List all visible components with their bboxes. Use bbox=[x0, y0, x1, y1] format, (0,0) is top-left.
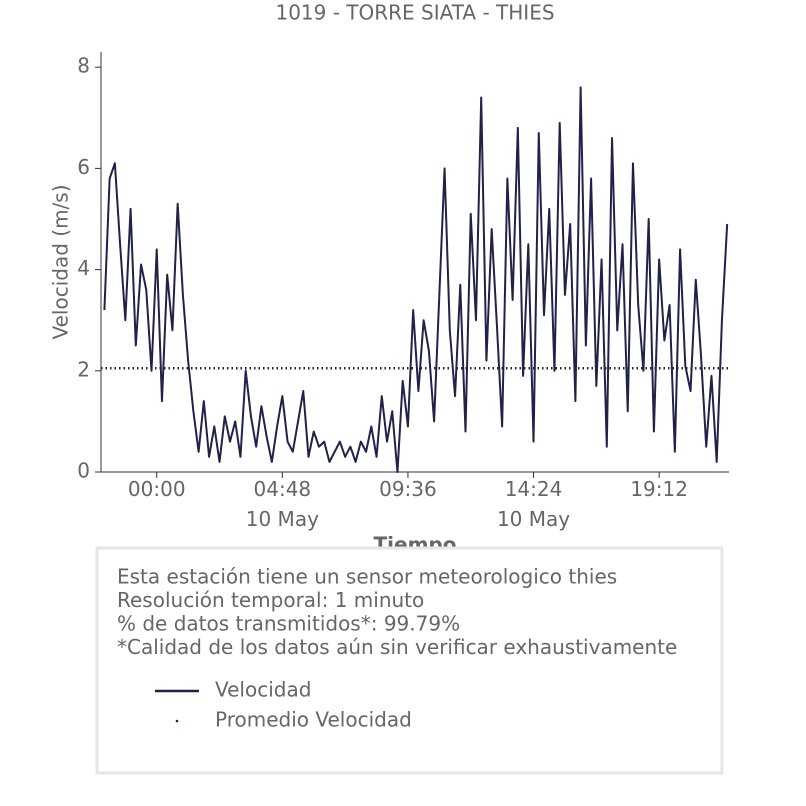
x-tick-label: 14:24 10 May bbox=[497, 477, 570, 531]
info-text: Resolución temporal: 1 minuto bbox=[117, 588, 424, 612]
x-tick-label: 19:12 bbox=[630, 477, 688, 501]
series-line bbox=[103, 86, 729, 473]
y-tick-label: 4 bbox=[77, 256, 90, 280]
y-tick-label: 2 bbox=[77, 357, 90, 381]
y-tick-label: 6 bbox=[77, 155, 90, 179]
x-tick-label: 09:36 bbox=[379, 477, 437, 501]
chart-title: 1019 - TORRE SIATA - THIES bbox=[275, 1, 554, 25]
y-axis-label: Velocidad (m/s) bbox=[49, 184, 73, 339]
info-text: Esta estación tiene un sensor meteorolog… bbox=[117, 565, 617, 589]
legend-label: Velocidad bbox=[215, 678, 311, 702]
x-tick-label: 04:48 10 May bbox=[246, 477, 319, 531]
x-tick-label: 00:00 bbox=[128, 477, 186, 501]
y-tick-label: 8 bbox=[77, 54, 90, 78]
legend-label: Promedio Velocidad bbox=[215, 708, 412, 732]
info-box bbox=[95, 546, 724, 775]
info-text: % de datos transmitidos*: 99.79% bbox=[117, 612, 460, 636]
legend-dot bbox=[175, 719, 179, 723]
info-text: *Calidad de los datos aún sin verificar … bbox=[117, 635, 677, 659]
y-tick-label: 0 bbox=[77, 459, 90, 483]
